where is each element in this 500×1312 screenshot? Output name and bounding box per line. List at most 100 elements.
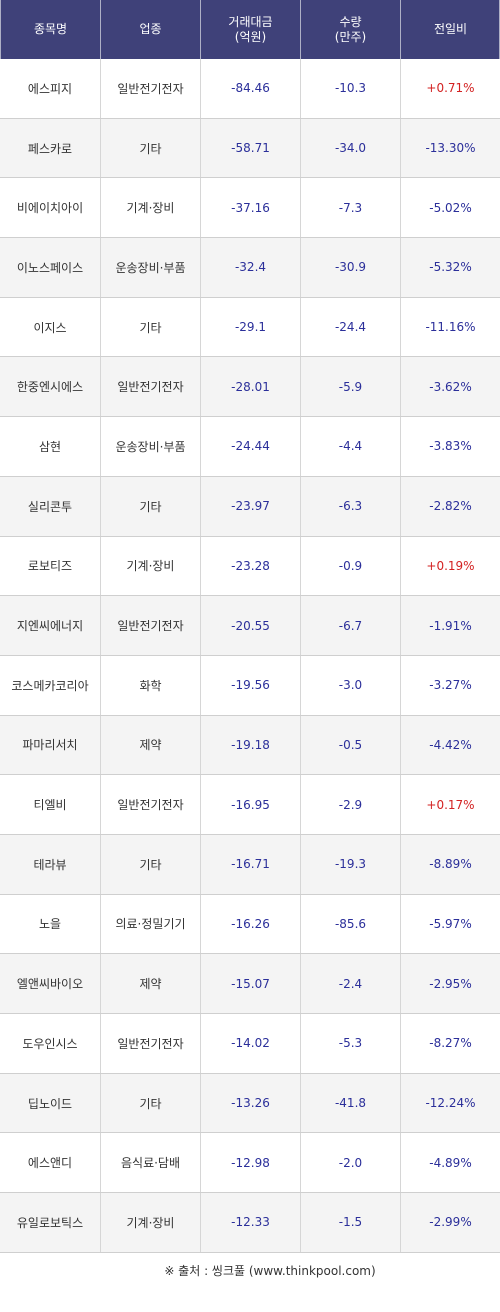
table-row: 삼현 운송장비·부품 -24.44 -4.4 -3.83% — [0, 417, 500, 477]
sector: 일반전기전자 — [100, 59, 200, 118]
stock-name: 이노스페이스 — [0, 238, 100, 297]
sector: 음식료·담배 — [100, 1133, 200, 1192]
table-row: 비에이치아이 기계·장비 -37.16 -7.3 -5.02% — [0, 178, 500, 238]
trade-volume: -6.3 — [300, 477, 400, 536]
change-rate: -3.62% — [400, 357, 500, 416]
trade-volume: -5.3 — [300, 1014, 400, 1073]
trade-volume: -24.4 — [300, 298, 400, 357]
sector: 운송장비·부품 — [100, 417, 200, 476]
trade-amount: -37.16 — [200, 178, 300, 237]
trade-amount: -16.26 — [200, 895, 300, 954]
table-row: 파마리서치 제약 -19.18 -0.5 -4.42% — [0, 716, 500, 776]
stock-name: 페스카로 — [0, 119, 100, 178]
sector: 기타 — [100, 835, 200, 894]
change-rate: -5.02% — [400, 178, 500, 237]
table-row: 테라뷰 기타 -16.71 -19.3 -8.89% — [0, 835, 500, 895]
header-name: 종목명 — [0, 0, 100, 59]
change-rate: -2.82% — [400, 477, 500, 536]
change-rate: -5.32% — [400, 238, 500, 297]
trade-amount: -29.1 — [200, 298, 300, 357]
trade-volume: -1.5 — [300, 1193, 400, 1252]
stock-name: 티엘비 — [0, 775, 100, 834]
trade-amount: -12.33 — [200, 1193, 300, 1252]
trade-volume: -30.9 — [300, 238, 400, 297]
trade-volume: -2.0 — [300, 1133, 400, 1192]
stock-name: 에스앤디 — [0, 1133, 100, 1192]
change-rate: +0.71% — [400, 59, 500, 118]
change-rate: -2.95% — [400, 954, 500, 1013]
sector: 일반전기전자 — [100, 775, 200, 834]
sector: 의료·정밀기기 — [100, 895, 200, 954]
stock-name: 비에이치아이 — [0, 178, 100, 237]
table-row: 로보티즈 기계·장비 -23.28 -0.9 +0.19% — [0, 537, 500, 597]
source-note: ※ 출처 : 씽크풀 (www.thinkpool.com) — [0, 1258, 500, 1282]
change-rate: -12.24% — [400, 1074, 500, 1133]
change-rate: -3.83% — [400, 417, 500, 476]
stock-name: 파마리서치 — [0, 716, 100, 775]
change-rate: -5.97% — [400, 895, 500, 954]
trade-volume: -0.9 — [300, 537, 400, 596]
table-row: 도우인시스 일반전기전자 -14.02 -5.3 -8.27% — [0, 1014, 500, 1074]
trade-volume: -2.9 — [300, 775, 400, 834]
trade-amount: -16.95 — [200, 775, 300, 834]
table-row: 노을 의료·정밀기기 -16.26 -85.6 -5.97% — [0, 895, 500, 955]
stock-name: 노을 — [0, 895, 100, 954]
table-row: 엘앤씨바이오 제약 -15.07 -2.4 -2.95% — [0, 954, 500, 1014]
trade-volume: -5.9 — [300, 357, 400, 416]
sector: 기타 — [100, 477, 200, 536]
trade-amount: -23.97 — [200, 477, 300, 536]
sector: 화학 — [100, 656, 200, 715]
trade-amount: -14.02 — [200, 1014, 300, 1073]
change-rate: -13.30% — [400, 119, 500, 178]
stock-name: 딥노이드 — [0, 1074, 100, 1133]
stock-name: 테라뷰 — [0, 835, 100, 894]
stock-name: 엘앤씨바이오 — [0, 954, 100, 1013]
header-amount: 거래대금 (억원) — [200, 0, 300, 59]
change-rate: +0.19% — [400, 537, 500, 596]
change-rate: +0.17% — [400, 775, 500, 834]
table-row: 에스앤디 음식료·담배 -12.98 -2.0 -4.89% — [0, 1133, 500, 1193]
trade-amount: -84.46 — [200, 59, 300, 118]
table-row: 에스피지 일반전기전자 -84.46 -10.3 +0.71% — [0, 59, 500, 119]
trade-volume: -19.3 — [300, 835, 400, 894]
header-sector: 업종 — [100, 0, 200, 59]
trade-volume: -2.4 — [300, 954, 400, 1013]
stock-name: 이지스 — [0, 298, 100, 357]
header-volume: 수량 (만주) — [300, 0, 400, 59]
sector: 기계·장비 — [100, 537, 200, 596]
sector: 일반전기전자 — [100, 357, 200, 416]
change-rate: -8.27% — [400, 1014, 500, 1073]
trade-amount: -58.71 — [200, 119, 300, 178]
trade-amount: -13.26 — [200, 1074, 300, 1133]
sector: 기계·장비 — [100, 178, 200, 237]
stock-name: 실리콘투 — [0, 477, 100, 536]
table-row: 이지스 기타 -29.1 -24.4 -11.16% — [0, 298, 500, 358]
sector: 일반전기전자 — [100, 1014, 200, 1073]
trade-volume: -85.6 — [300, 895, 400, 954]
trade-amount: -15.07 — [200, 954, 300, 1013]
table-row: 페스카로 기타 -58.71 -34.0 -13.30% — [0, 119, 500, 179]
trade-amount: -16.71 — [200, 835, 300, 894]
sector: 기타 — [100, 298, 200, 357]
change-rate: -2.99% — [400, 1193, 500, 1252]
stock-name: 도우인시스 — [0, 1014, 100, 1073]
change-rate: -3.27% — [400, 656, 500, 715]
sector: 기타 — [100, 1074, 200, 1133]
sector: 제약 — [100, 716, 200, 775]
trade-amount: -24.44 — [200, 417, 300, 476]
trade-volume: -0.5 — [300, 716, 400, 775]
sector: 기계·장비 — [100, 1193, 200, 1252]
trade-volume: -41.8 — [300, 1074, 400, 1133]
table-row: 유일로보틱스 기계·장비 -12.33 -1.5 -2.99% — [0, 1193, 500, 1253]
stock-name: 지엔씨에너지 — [0, 596, 100, 655]
trade-volume: -4.4 — [300, 417, 400, 476]
sector: 일반전기전자 — [100, 596, 200, 655]
table-row: 딥노이드 기타 -13.26 -41.8 -12.24% — [0, 1074, 500, 1134]
stock-name: 에스피지 — [0, 59, 100, 118]
change-rate: -1.91% — [400, 596, 500, 655]
stock-name: 삼현 — [0, 417, 100, 476]
table-row: 한중엔시에스 일반전기전자 -28.01 -5.9 -3.62% — [0, 357, 500, 417]
sector: 제약 — [100, 954, 200, 1013]
trade-amount: -19.18 — [200, 716, 300, 775]
trade-volume: -34.0 — [300, 119, 400, 178]
